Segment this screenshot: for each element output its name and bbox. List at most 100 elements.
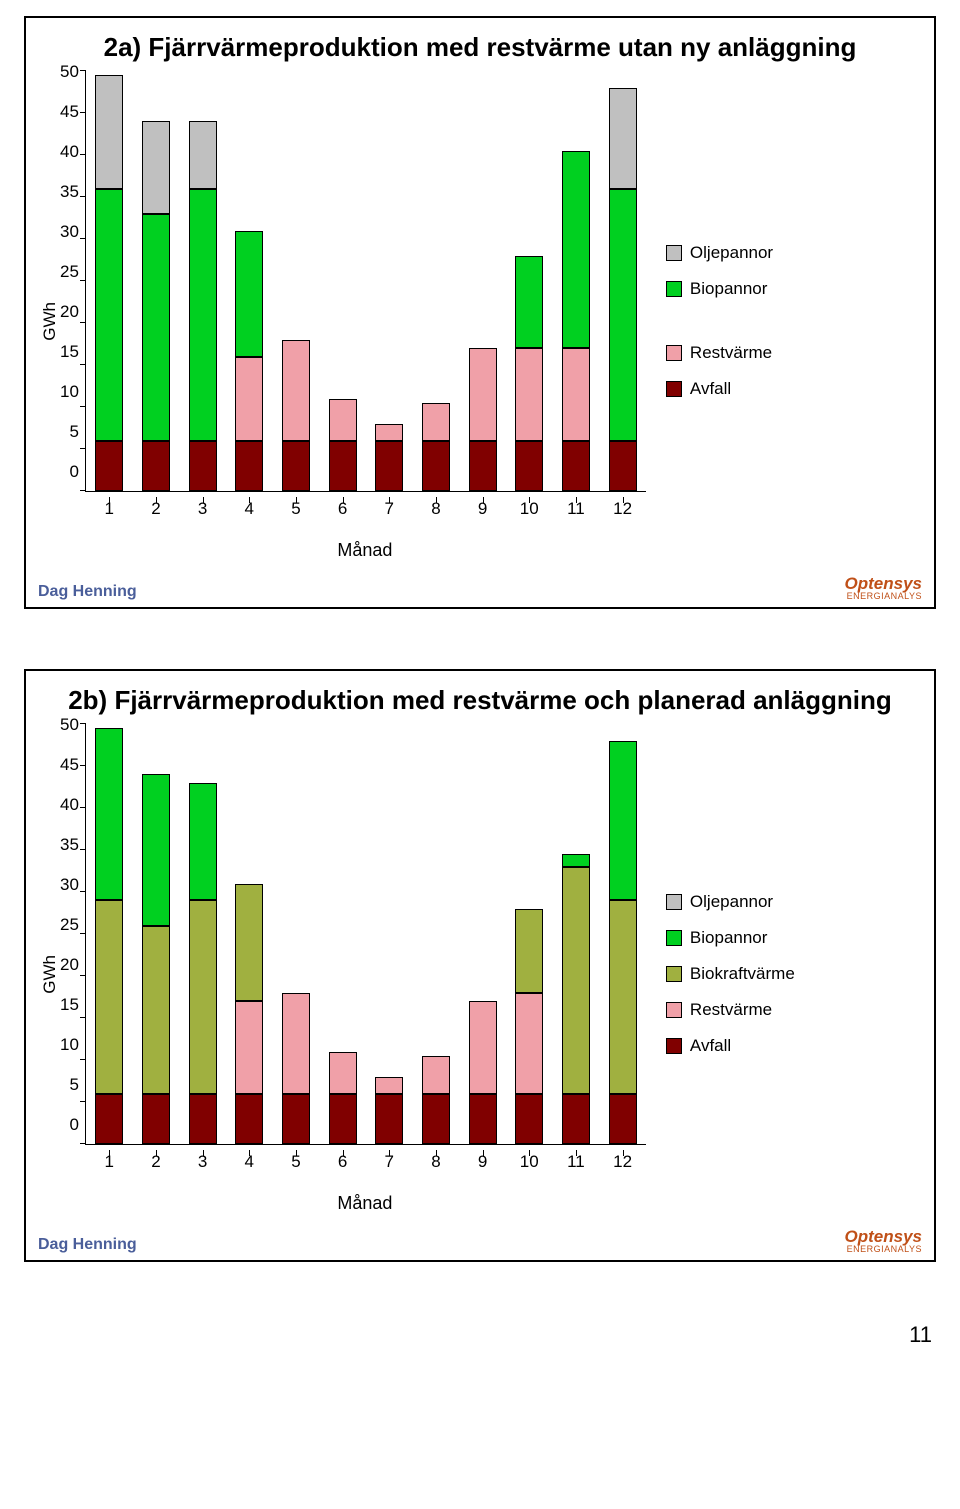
y-tick-label: 15 bbox=[60, 342, 79, 362]
slide-footer: Dag HenningOptensysENERGIANALYS bbox=[36, 1228, 924, 1258]
bar-segment bbox=[562, 441, 590, 491]
x-tick-label: 3 bbox=[198, 1152, 207, 1172]
y-tick-label: 10 bbox=[60, 1035, 79, 1055]
legend-label: Avfall bbox=[690, 379, 731, 399]
brand-subtitle: ENERGIANALYS bbox=[845, 1245, 922, 1254]
x-tick-label: 3 bbox=[198, 499, 207, 519]
bar-segment bbox=[609, 441, 637, 491]
page-number: 11 bbox=[0, 1322, 932, 1348]
y-tick-label: 0 bbox=[69, 1115, 78, 1135]
y-tick-label: 45 bbox=[60, 755, 79, 775]
bar-segment bbox=[189, 1094, 217, 1144]
bar-segment bbox=[95, 75, 123, 188]
bar bbox=[375, 424, 403, 491]
legend-label: Oljepannor bbox=[690, 243, 773, 263]
bar-segment bbox=[469, 348, 497, 440]
x-tick-label: 2 bbox=[151, 499, 160, 519]
y-tick-labels: 50454035302520151050 bbox=[60, 62, 85, 482]
x-tick-label: 7 bbox=[385, 1152, 394, 1172]
y-tick-label: 40 bbox=[60, 795, 79, 815]
y-tick-labels: 50454035302520151050 bbox=[60, 715, 85, 1135]
y-tick-label: 25 bbox=[60, 262, 79, 282]
bar-segment bbox=[329, 441, 357, 491]
bar-segment bbox=[515, 348, 543, 440]
bar-segment bbox=[469, 1094, 497, 1144]
slide-title: 2b) Fjärrvärmeproduktion med restvärme o… bbox=[36, 685, 924, 716]
legend-swatch bbox=[666, 281, 682, 297]
bar-segment bbox=[329, 1094, 357, 1144]
legend-swatch bbox=[666, 1038, 682, 1054]
bar-segment bbox=[235, 1094, 263, 1144]
legend-label: Avfall bbox=[690, 1036, 731, 1056]
bar bbox=[235, 884, 263, 1144]
bar-segment bbox=[515, 1094, 543, 1144]
author-label: Dag Henning bbox=[38, 583, 137, 601]
y-tick-label: 10 bbox=[60, 382, 79, 402]
x-tick-label: 2 bbox=[151, 1152, 160, 1172]
bar-segment bbox=[515, 993, 543, 1094]
legend-swatch bbox=[666, 381, 682, 397]
legend-label: Biokraftvärme bbox=[690, 964, 795, 984]
x-tick-labels: 123456789101112 bbox=[86, 491, 646, 529]
bar bbox=[142, 121, 170, 491]
legend: Oljepannor Biopannor Restvärme Avfall bbox=[656, 71, 773, 571]
y-tick-label: 15 bbox=[60, 995, 79, 1015]
bar bbox=[282, 993, 310, 1144]
x-tick-label: 9 bbox=[478, 499, 487, 519]
bar-segment bbox=[562, 151, 590, 348]
bar-segment bbox=[609, 1094, 637, 1144]
bar-segment bbox=[142, 774, 170, 925]
legend-label: Biopannor bbox=[690, 279, 768, 299]
legend-swatch bbox=[666, 345, 682, 361]
y-axis-label: GWh bbox=[36, 955, 60, 994]
bar-segment bbox=[609, 189, 637, 441]
brand-name: Optensys bbox=[845, 575, 922, 592]
bar bbox=[235, 231, 263, 491]
x-tick-label: 4 bbox=[245, 499, 254, 519]
brand-subtitle: ENERGIANALYS bbox=[845, 592, 922, 601]
bar-segment bbox=[142, 926, 170, 1094]
x-tick-label: 4 bbox=[245, 1152, 254, 1172]
bar-segment bbox=[422, 441, 450, 491]
x-tick-label: 5 bbox=[291, 499, 300, 519]
legend-swatch bbox=[666, 245, 682, 261]
x-tick-label: 1 bbox=[105, 1152, 114, 1172]
y-tick-label: 45 bbox=[60, 102, 79, 122]
legend-item: Oljepannor bbox=[666, 892, 795, 912]
legend-item: Restvärme bbox=[666, 343, 773, 363]
plot-area: 123456789101112 bbox=[85, 71, 646, 492]
bar-segment bbox=[189, 783, 217, 901]
legend-swatch bbox=[666, 1002, 682, 1018]
x-tick-labels: 123456789101112 bbox=[86, 1144, 646, 1182]
bar-segment bbox=[189, 441, 217, 491]
bar bbox=[329, 399, 357, 491]
bar bbox=[375, 1077, 403, 1144]
legend-item: Biokraftvärme bbox=[666, 964, 795, 984]
bar-segment bbox=[562, 854, 590, 867]
brand-name: Optensys bbox=[845, 1228, 922, 1245]
bar-segment bbox=[515, 256, 543, 348]
slide-title: 2a) Fjärrvärmeproduktion med restvärme u… bbox=[36, 32, 924, 63]
bar-segment bbox=[562, 867, 590, 1094]
bar-segment bbox=[375, 1077, 403, 1094]
bar bbox=[562, 854, 590, 1144]
x-tick-label: 9 bbox=[478, 1152, 487, 1172]
legend-swatch bbox=[666, 966, 682, 982]
bar bbox=[142, 774, 170, 1144]
bar-segment bbox=[282, 340, 310, 441]
y-tick-label: 5 bbox=[69, 1075, 78, 1095]
legend-label: Restvärme bbox=[690, 343, 772, 363]
legend-swatch bbox=[666, 894, 682, 910]
bar-segment bbox=[189, 900, 217, 1093]
bar-segment bbox=[95, 900, 123, 1093]
bar-segment bbox=[235, 884, 263, 1002]
bar bbox=[422, 403, 450, 491]
y-tick-label: 35 bbox=[60, 835, 79, 855]
bar-segment bbox=[142, 1094, 170, 1144]
legend: OljepannorBiopannorBiokraftvärmeRestvärm… bbox=[656, 724, 795, 1224]
bar-segment bbox=[189, 121, 217, 188]
x-tick-label: 12 bbox=[613, 1152, 632, 1172]
y-tick-label: 50 bbox=[60, 715, 79, 735]
x-tick-label: 8 bbox=[431, 499, 440, 519]
bar-segment bbox=[95, 728, 123, 900]
